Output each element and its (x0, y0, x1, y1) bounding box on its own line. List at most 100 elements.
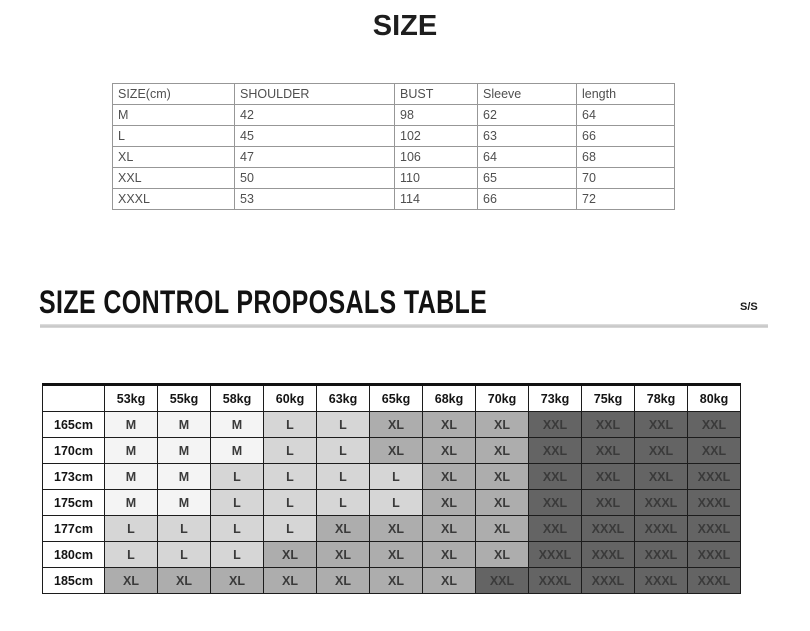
size-table-row: XXXL 53 114 66 72 (112, 188, 675, 210)
recommended-size-cell: L (210, 463, 264, 490)
recommended-size-cell: XL (157, 567, 211, 594)
recommended-size-cell: XL (475, 489, 529, 516)
weight-header-cell: 60kg (263, 383, 317, 412)
measurement-cell: 110 (394, 167, 478, 189)
recommended-size-cell: L (263, 489, 317, 516)
recommended-size-cell: XL (369, 541, 423, 568)
height-header-cell: 175cm (42, 489, 105, 516)
recommended-size-cell: L (210, 515, 264, 542)
weight-header-cell: 63kg (316, 383, 370, 412)
recommended-size-cell: XL (475, 541, 529, 568)
recommended-size-cell: L (104, 541, 158, 568)
measurement-cell: 53 (234, 188, 395, 210)
recommended-size-cell: M (157, 489, 211, 516)
recommended-size-cell: XXL (634, 411, 688, 438)
measurement-cell: 114 (394, 188, 478, 210)
recommended-size-cell: XL (422, 541, 476, 568)
size-label-cell: M (112, 104, 235, 126)
recommended-size-cell: L (316, 437, 370, 464)
recommended-size-cell: M (157, 437, 211, 464)
measurement-cell: 47 (234, 146, 395, 168)
size-table-row: XXL 50 110 65 70 (112, 167, 675, 189)
measurement-cell: 62 (477, 104, 577, 126)
recommended-size-cell: M (104, 411, 158, 438)
recommended-size-cell: XL (422, 567, 476, 594)
recommended-size-cell: L (210, 541, 264, 568)
recommended-size-cell: M (210, 437, 264, 464)
recommended-size-cell: XL (422, 437, 476, 464)
weight-header-cell: 68kg (422, 383, 476, 412)
proposals-table-row: 175cm M M L L L L XL XL XXL XXL XXXL XXXL (42, 489, 741, 516)
recommended-size-cell: XXL (528, 463, 582, 490)
height-header-cell: 185cm (42, 567, 105, 594)
recommended-size-cell: XXXL (581, 567, 635, 594)
size-table-header-row: SIZE(cm) SHOULDER BUST Sleeve length (112, 83, 675, 105)
recommended-size-cell: XXXL (581, 515, 635, 542)
recommended-size-cell: XXXL (581, 541, 635, 568)
height-header-cell: 177cm (42, 515, 105, 542)
measurement-cell: 65 (477, 167, 577, 189)
recommended-size-cell: L (316, 463, 370, 490)
recommended-size-cell: XXL (528, 489, 582, 516)
recommended-size-cell: L (263, 411, 317, 438)
measurement-cell: 72 (576, 188, 675, 210)
height-header-cell: 165cm (42, 411, 105, 438)
proposals-table-row: 170cm M M M L L XL XL XL XXL XXL XXL XXL (42, 437, 741, 464)
recommended-size-cell: XL (316, 515, 370, 542)
recommended-size-cell: L (369, 463, 423, 490)
size-table-header-cell: SIZE(cm) (112, 83, 235, 105)
weight-header-cell: 65kg (369, 383, 423, 412)
proposals-table-head: 53kg 55kg 58kg 60kg 63kg 65kg 68kg 70kg 73kg 75kg… (42, 383, 741, 412)
recommended-size-cell: XL (475, 411, 529, 438)
recommended-size-cell: M (104, 437, 158, 464)
recommended-size-cell: XXXL (528, 541, 582, 568)
measurement-cell: 42 (234, 104, 395, 126)
size-table: SIZE(cm) SHOULDER BUST Sleeve length M 42 98 62 6… (112, 83, 675, 210)
measurement-cell: 106 (394, 146, 478, 168)
proposals-table-body: 165cm M M M L L XL XL XL XXL XXL XXL XXL 170cm M M M L L XL… (42, 411, 741, 594)
proposals-table-row: 185cm XL XL XL XL XL XL XL XXL XXXL XXXL XXXL XXXL (42, 567, 741, 594)
recommended-size-cell: XL (104, 567, 158, 594)
recommended-size-cell: XXL (581, 489, 635, 516)
measurement-cell: 45 (234, 125, 395, 147)
recommended-size-cell: XXL (634, 463, 688, 490)
weight-header-cell: 53kg (104, 383, 158, 412)
recommended-size-cell: L (316, 411, 370, 438)
recommended-size-cell: XXL (581, 463, 635, 490)
proposals-table-row: 180cm L L L XL XL XL XL XL XXXL XXXL XXXL XXXL (42, 541, 741, 568)
weight-header-cell: 73kg (528, 383, 582, 412)
recommended-size-cell: XXXL (528, 567, 582, 594)
recommended-size-cell: XXXL (634, 541, 688, 568)
recommended-size-cell: XXXL (634, 489, 688, 516)
recommended-size-cell: XXXL (687, 463, 741, 490)
recommended-size-cell: XL (263, 541, 317, 568)
measurement-cell: 102 (394, 125, 478, 147)
height-header-cell: 180cm (42, 541, 105, 568)
size-label-cell: XXXL (112, 188, 235, 210)
weight-header-cell: 80kg (687, 383, 741, 412)
size-table-row: XL 47 106 64 68 (112, 146, 675, 168)
recommended-size-cell: XL (475, 515, 529, 542)
measurement-cell: 66 (576, 125, 675, 147)
recommended-size-cell: XL (369, 437, 423, 464)
recommended-size-cell: XXXL (687, 489, 741, 516)
recommended-size-cell: XL (369, 567, 423, 594)
recommended-size-cell: XXL (634, 437, 688, 464)
size-table-header-cell: BUST (394, 83, 478, 105)
recommended-size-cell: XL (369, 411, 423, 438)
recommended-size-cell: L (210, 489, 264, 516)
recommended-size-cell: L (157, 515, 211, 542)
recommended-size-cell: XXL (528, 411, 582, 438)
height-header-cell: 170cm (42, 437, 105, 464)
recommended-size-cell: XXXL (634, 515, 688, 542)
proposals-section-title: SIZE CONTROL PROPOSALS TABLE (39, 284, 488, 320)
heading-underline (40, 324, 768, 328)
recommended-size-cell: XXXL (687, 515, 741, 542)
recommended-size-cell: L (263, 515, 317, 542)
recommended-size-cell: L (369, 489, 423, 516)
size-label-cell: XXL (112, 167, 235, 189)
size-table-header-cell: Sleeve (477, 83, 577, 105)
recommended-size-cell: M (104, 489, 158, 516)
recommended-size-cell: XL (422, 411, 476, 438)
